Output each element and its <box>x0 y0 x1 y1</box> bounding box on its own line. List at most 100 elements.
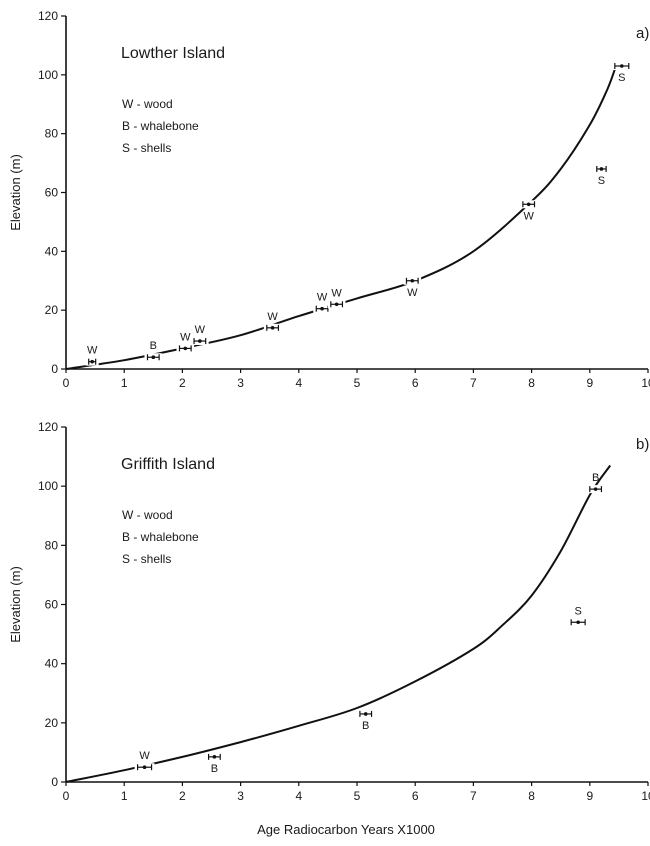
data-point: B <box>356 709 375 732</box>
x-tick-label: 5 <box>354 376 361 390</box>
sample-type-label: B <box>362 720 369 732</box>
data-point: S <box>568 605 589 627</box>
panel-lowther-island: 012345678910020406080100120Elevation (m)… <box>8 9 650 390</box>
data-point: B <box>586 472 605 494</box>
x-tick-label: 9 <box>586 789 593 803</box>
y-tick-label: 80 <box>45 538 59 552</box>
y-tick-label: 80 <box>45 127 59 141</box>
x-tick-label: 7 <box>470 376 477 390</box>
data-point-marker <box>151 355 156 360</box>
y-tick-label: 20 <box>45 303 59 317</box>
y-tick-label: 0 <box>51 362 58 376</box>
data-point: W <box>191 324 209 346</box>
x-tick-label: 5 <box>354 789 361 803</box>
sample-type-label: B <box>211 763 218 775</box>
x-tick-label: 0 <box>63 376 70 390</box>
data-point: W <box>134 750 155 772</box>
y-tick-label: 40 <box>45 244 59 258</box>
sample-type-label: W <box>331 287 342 299</box>
y-tick-label: 120 <box>38 9 58 23</box>
data-point: W <box>263 311 282 332</box>
sample-type-label: W <box>87 345 98 357</box>
sample-type-label: S <box>574 605 581 617</box>
data-point-marker <box>334 302 339 307</box>
panel-griffith-island: 012345678910020406080100120Elevation (m)… <box>8 420 650 803</box>
x-tick-label: 3 <box>237 789 244 803</box>
data-point: B <box>144 340 163 362</box>
data-point-marker <box>410 278 415 283</box>
x-tick-label: 7 <box>470 789 477 803</box>
data-point: W <box>176 331 195 353</box>
data-point-marker <box>198 339 202 343</box>
chart-title: Griffith Island <box>121 456 215 473</box>
y-tick-label: 100 <box>38 68 58 82</box>
legend-entry: S - shells <box>122 141 171 155</box>
sample-type-label: B <box>592 472 599 484</box>
data-point-marker <box>576 620 580 625</box>
x-tick-label: 9 <box>586 376 593 390</box>
sample-type-label: W <box>523 210 534 222</box>
legend-entry: B - whalebone <box>122 530 199 544</box>
sample-type-label: W <box>139 750 150 762</box>
panel-label: a) <box>636 25 649 42</box>
sample-type-label: B <box>150 340 157 352</box>
y-tick-label: 0 <box>51 775 58 789</box>
data-point-marker <box>599 167 604 171</box>
x-tick-label: 1 <box>121 376 128 390</box>
sample-type-label: W <box>195 324 206 336</box>
data-point: W <box>519 200 538 222</box>
y-tick-label: 60 <box>45 598 59 612</box>
x-tick-label: 4 <box>295 376 302 390</box>
y-tick-label: 40 <box>45 657 59 671</box>
x-tick-label: 3 <box>237 376 244 390</box>
data-point: W <box>327 287 346 309</box>
sample-type-label: S <box>618 72 625 84</box>
x-tick-label: 0 <box>63 789 70 803</box>
y-tick-label: 20 <box>45 716 59 730</box>
legend-entry: W - wood <box>122 508 173 522</box>
data-point-marker <box>320 306 324 311</box>
data-point: B <box>205 752 224 775</box>
data-point-marker <box>142 765 147 770</box>
data-point-marker <box>270 326 275 330</box>
fitted-curve <box>65 464 612 783</box>
data-point-marker <box>90 359 94 364</box>
x-tick-label: 2 <box>179 789 186 803</box>
y-tick-label: 100 <box>38 479 58 493</box>
data-point-marker <box>526 202 531 207</box>
y-axis-label: Elevation (m) <box>8 566 23 643</box>
sample-type-label: W <box>267 311 278 323</box>
x-tick-label: 2 <box>179 376 186 390</box>
x-tick-label: 6 <box>412 789 419 803</box>
data-point-marker <box>593 487 598 491</box>
y-axis-label: Elevation (m) <box>8 154 23 231</box>
x-tick-label: 8 <box>528 376 535 390</box>
panel-label: b) <box>636 436 649 453</box>
legend-entry: W - wood <box>122 97 173 111</box>
data-point-marker <box>363 712 368 716</box>
data-point: S <box>611 62 632 84</box>
data-point: W <box>403 276 422 299</box>
sample-type-label: S <box>598 175 605 187</box>
data-point-marker <box>212 755 217 759</box>
data-point-marker <box>620 64 624 68</box>
chart-title: Lowther Island <box>121 45 225 62</box>
y-tick-label: 120 <box>38 420 58 434</box>
x-tick-label: 1 <box>121 789 128 803</box>
x-tick-label: 6 <box>412 376 419 390</box>
x-tick-label: 4 <box>295 789 302 803</box>
x-tick-label: 8 <box>528 789 535 803</box>
data-point: S <box>593 164 610 187</box>
sample-type-label: W <box>407 287 418 299</box>
data-point-marker <box>183 346 188 351</box>
legend-entry: S - shells <box>122 552 171 566</box>
y-tick-label: 60 <box>45 186 59 200</box>
data-point: W <box>85 345 99 366</box>
sample-type-label: W <box>317 292 328 304</box>
x-tick-label: 10 <box>641 376 650 390</box>
x-tick-label: 10 <box>641 789 650 803</box>
sample-type-label: W <box>180 331 191 343</box>
legend-entry: B - whalebone <box>122 119 199 133</box>
